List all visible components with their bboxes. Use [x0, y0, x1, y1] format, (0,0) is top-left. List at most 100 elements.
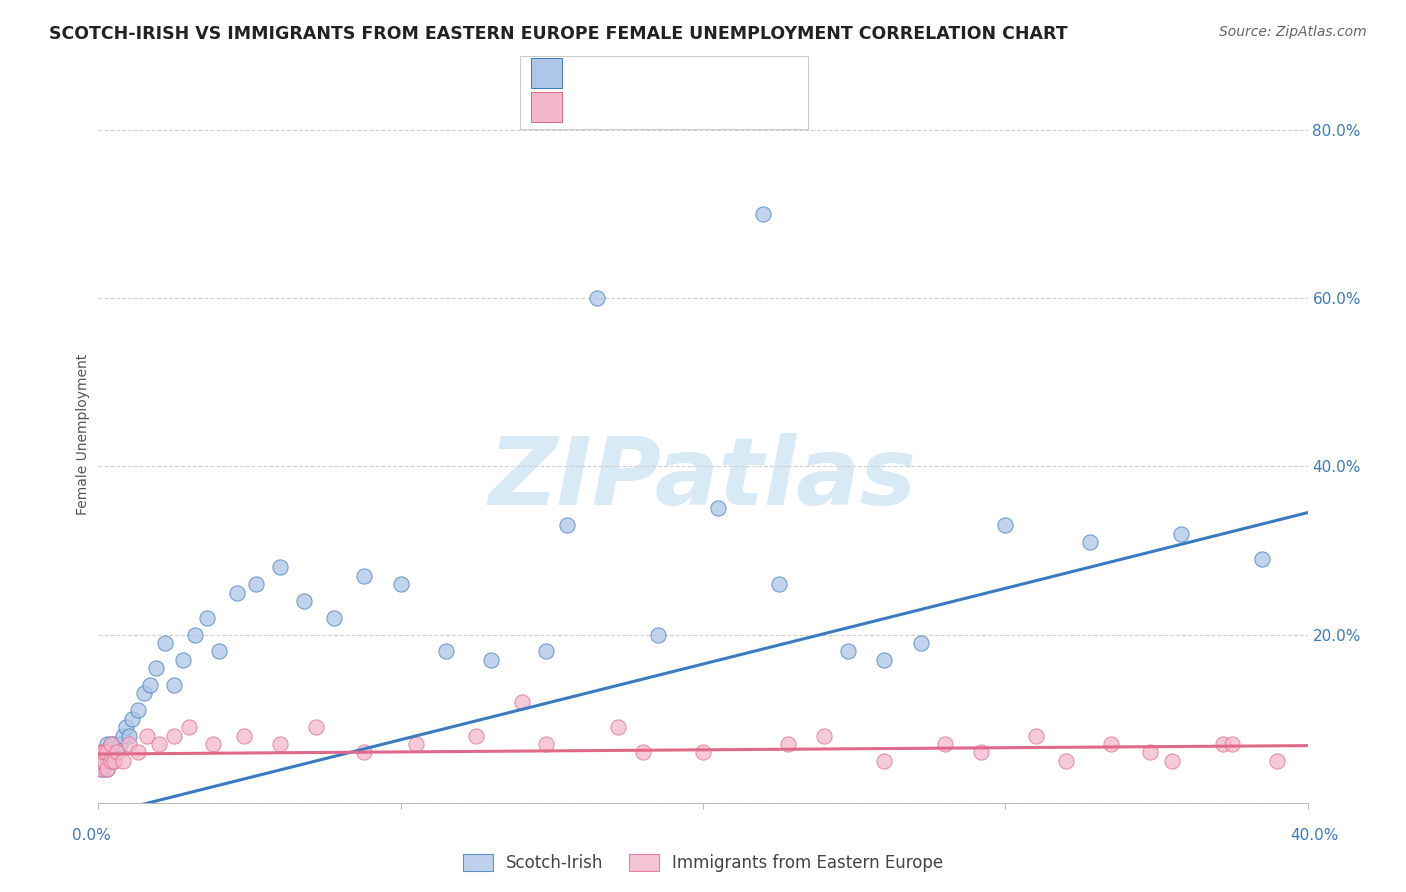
Point: [534, 737, 557, 751]
Point: [96, 745, 118, 759]
Point: [90, 745, 112, 759]
Point: [111, 754, 134, 768]
Point: [534, 644, 557, 658]
Point: [96, 762, 118, 776]
Point: [353, 568, 375, 582]
Point: [353, 745, 375, 759]
Legend: Scotch-Irish, Immigrants from Eastern Europe: Scotch-Irish, Immigrants from Eastern Eu…: [457, 847, 949, 880]
Point: [118, 729, 141, 743]
Point: [707, 501, 730, 516]
Point: [90, 745, 112, 759]
Point: [135, 729, 157, 743]
Point: [103, 754, 125, 768]
Point: [752, 207, 775, 221]
Text: Source: ZipAtlas.com: Source: ZipAtlas.com: [1219, 25, 1367, 39]
Point: [93, 745, 115, 759]
Point: [510, 695, 533, 709]
Point: [692, 745, 714, 759]
Point: [269, 737, 291, 751]
Point: [647, 627, 669, 641]
Point: [269, 560, 291, 574]
Y-axis label: Female Unemployment: Female Unemployment: [76, 354, 90, 516]
Point: [292, 594, 315, 608]
Point: [586, 291, 609, 305]
Text: 40.0%: 40.0%: [1291, 829, 1339, 843]
Point: [1170, 526, 1192, 541]
Point: [1160, 754, 1182, 768]
Text: SCOTCH-IRISH VS IMMIGRANTS FROM EASTERN EUROPE FEMALE UNEMPLOYMENT CORRELATION C: SCOTCH-IRISH VS IMMIGRANTS FROM EASTERN …: [49, 25, 1067, 43]
Point: [114, 720, 136, 734]
Point: [184, 627, 207, 641]
Point: [1054, 754, 1077, 768]
Point: [163, 729, 186, 743]
Text: 0.113: 0.113: [613, 100, 664, 118]
Point: [1267, 754, 1289, 768]
Point: [153, 636, 176, 650]
Point: [90, 762, 112, 776]
Point: [111, 729, 134, 743]
Point: [93, 762, 115, 776]
Point: [934, 737, 956, 751]
Point: [96, 737, 118, 751]
Point: [994, 518, 1017, 533]
Point: [100, 745, 122, 759]
Point: [105, 745, 128, 759]
Point: [93, 745, 115, 759]
Point: [776, 737, 799, 751]
Point: [100, 754, 122, 768]
Point: [195, 611, 218, 625]
Point: [389, 577, 412, 591]
Point: [121, 712, 143, 726]
Point: [103, 737, 125, 751]
Point: [172, 653, 194, 667]
Point: [90, 754, 112, 768]
Text: N =: N =: [686, 100, 738, 118]
Point: [631, 745, 654, 759]
Point: [208, 644, 231, 658]
Point: [127, 745, 149, 759]
Point: [813, 729, 835, 743]
Text: N =: N =: [686, 64, 738, 82]
Point: [1099, 737, 1122, 751]
Point: [202, 737, 225, 751]
Point: [555, 518, 578, 533]
Point: [434, 644, 457, 658]
Point: [90, 754, 112, 768]
Point: [1078, 535, 1101, 549]
Text: 43: 43: [737, 100, 759, 118]
Point: [1251, 552, 1274, 566]
Point: [405, 737, 427, 751]
Point: [163, 678, 186, 692]
Text: 53: 53: [737, 64, 759, 82]
Point: [1139, 745, 1161, 759]
Point: [127, 703, 149, 717]
Text: 0.596: 0.596: [613, 64, 665, 82]
Point: [103, 754, 125, 768]
Point: [100, 737, 122, 751]
Point: [93, 754, 115, 768]
Text: R =: R =: [571, 64, 610, 82]
Point: [148, 737, 170, 751]
Point: [105, 745, 128, 759]
Point: [465, 729, 488, 743]
Text: ZIPatlas: ZIPatlas: [489, 433, 917, 525]
Point: [970, 745, 993, 759]
Point: [145, 661, 167, 675]
Text: 0.0%: 0.0%: [72, 829, 111, 843]
Point: [100, 737, 122, 751]
Point: [118, 737, 141, 751]
Point: [93, 754, 115, 768]
Point: [179, 720, 201, 734]
Point: [1220, 737, 1243, 751]
Point: [90, 762, 112, 776]
Point: [873, 653, 896, 667]
Point: [323, 611, 346, 625]
Point: [245, 577, 267, 591]
Point: [132, 686, 155, 700]
Point: [305, 720, 328, 734]
Point: [481, 653, 503, 667]
Point: [100, 754, 122, 768]
Point: [226, 585, 249, 599]
Point: [607, 720, 630, 734]
Point: [232, 729, 254, 743]
